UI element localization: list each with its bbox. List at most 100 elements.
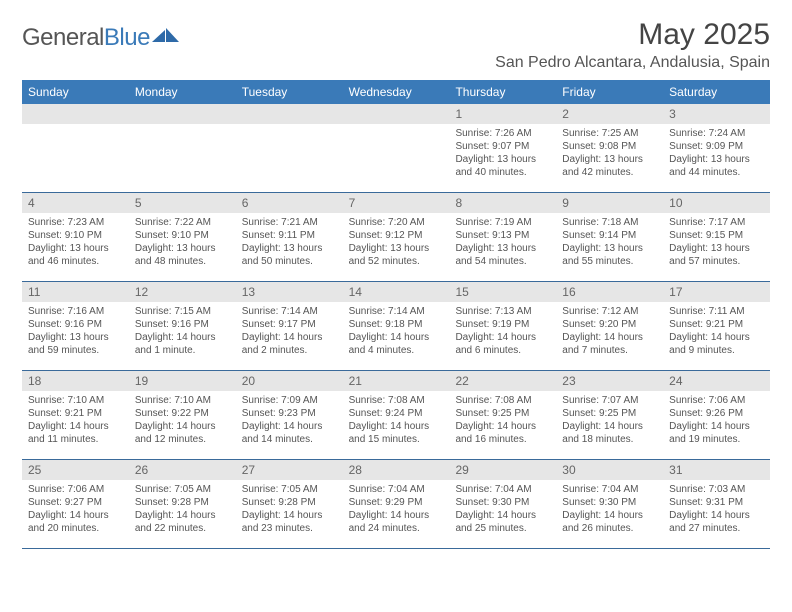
- day-detail-line: and 6 minutes.: [455, 344, 550, 357]
- day-detail-line: Daylight: 14 hours: [455, 420, 550, 433]
- day-number: 27: [236, 460, 343, 480]
- day-detail-line: Sunset: 9:24 PM: [349, 407, 444, 420]
- day-cell: 31Sunrise: 7:03 AMSunset: 9:31 PMDayligh…: [663, 460, 770, 548]
- day-number: [236, 104, 343, 124]
- day-detail-line: Sunset: 9:19 PM: [455, 318, 550, 331]
- day-cell: 2Sunrise: 7:25 AMSunset: 9:08 PMDaylight…: [556, 104, 663, 192]
- day-detail-line: and 11 minutes.: [28, 433, 123, 446]
- day-cell: 3Sunrise: 7:24 AMSunset: 9:09 PMDaylight…: [663, 104, 770, 192]
- day-detail-line: Sunset: 9:07 PM: [455, 140, 550, 153]
- day-details: Sunrise: 7:04 AMSunset: 9:30 PMDaylight:…: [556, 480, 663, 539]
- day-detail-line: and 12 minutes.: [135, 433, 230, 446]
- day-number: 4: [22, 193, 129, 213]
- day-detail-line: Daylight: 13 hours: [455, 242, 550, 255]
- day-detail-line: and 44 minutes.: [669, 166, 764, 179]
- day-details: Sunrise: 7:23 AMSunset: 9:10 PMDaylight:…: [22, 213, 129, 272]
- day-details: Sunrise: 7:10 AMSunset: 9:21 PMDaylight:…: [22, 391, 129, 450]
- day-detail-line: and 20 minutes.: [28, 522, 123, 535]
- day-details: Sunrise: 7:03 AMSunset: 9:31 PMDaylight:…: [663, 480, 770, 539]
- day-detail-line: Sunrise: 7:23 AM: [28, 216, 123, 229]
- day-details: Sunrise: 7:21 AMSunset: 9:11 PMDaylight:…: [236, 213, 343, 272]
- day-cell: 1Sunrise: 7:26 AMSunset: 9:07 PMDaylight…: [449, 104, 556, 192]
- day-detail-line: Daylight: 14 hours: [135, 331, 230, 344]
- day-number: 8: [449, 193, 556, 213]
- day-cell: 6Sunrise: 7:21 AMSunset: 9:11 PMDaylight…: [236, 193, 343, 281]
- week-row: 11Sunrise: 7:16 AMSunset: 9:16 PMDayligh…: [22, 282, 770, 371]
- day-detail-line: Sunrise: 7:03 AM: [669, 483, 764, 496]
- day-details: Sunrise: 7:06 AMSunset: 9:27 PMDaylight:…: [22, 480, 129, 539]
- day-detail-line: Sunrise: 7:14 AM: [349, 305, 444, 318]
- day-detail-line: Daylight: 14 hours: [669, 331, 764, 344]
- day-detail-line: Sunrise: 7:13 AM: [455, 305, 550, 318]
- day-details: Sunrise: 7:07 AMSunset: 9:25 PMDaylight:…: [556, 391, 663, 450]
- day-number: 15: [449, 282, 556, 302]
- day-detail-line: Sunrise: 7:21 AM: [242, 216, 337, 229]
- week-row: 18Sunrise: 7:10 AMSunset: 9:21 PMDayligh…: [22, 371, 770, 460]
- day-detail-line: Sunrise: 7:04 AM: [455, 483, 550, 496]
- day-details: Sunrise: 7:05 AMSunset: 9:28 PMDaylight:…: [129, 480, 236, 539]
- day-detail-line: Daylight: 14 hours: [349, 420, 444, 433]
- day-detail-line: and 4 minutes.: [349, 344, 444, 357]
- day-number: 19: [129, 371, 236, 391]
- day-cell: 21Sunrise: 7:08 AMSunset: 9:24 PMDayligh…: [343, 371, 450, 459]
- header: GeneralBlue May 2025 San Pedro Alcantara…: [22, 18, 770, 72]
- day-cell: 10Sunrise: 7:17 AMSunset: 9:15 PMDayligh…: [663, 193, 770, 281]
- day-details: Sunrise: 7:06 AMSunset: 9:26 PMDaylight:…: [663, 391, 770, 450]
- day-detail-line: Sunrise: 7:20 AM: [349, 216, 444, 229]
- day-detail-line: Daylight: 14 hours: [455, 331, 550, 344]
- day-cell: 22Sunrise: 7:08 AMSunset: 9:25 PMDayligh…: [449, 371, 556, 459]
- day-details: Sunrise: 7:22 AMSunset: 9:10 PMDaylight:…: [129, 213, 236, 272]
- title-block: May 2025 San Pedro Alcantara, Andalusia,…: [495, 18, 770, 72]
- day-detail-line: and 2 minutes.: [242, 344, 337, 357]
- day-header: Monday: [129, 80, 236, 104]
- day-number: 14: [343, 282, 450, 302]
- day-detail-line: Sunset: 9:08 PM: [562, 140, 657, 153]
- day-detail-line: Sunset: 9:22 PM: [135, 407, 230, 420]
- day-detail-line: Sunrise: 7:09 AM: [242, 394, 337, 407]
- day-number: 1: [449, 104, 556, 124]
- day-number: 31: [663, 460, 770, 480]
- day-detail-line: Sunrise: 7:04 AM: [562, 483, 657, 496]
- day-details: Sunrise: 7:04 AMSunset: 9:30 PMDaylight:…: [449, 480, 556, 539]
- day-detail-line: and 46 minutes.: [28, 255, 123, 268]
- week-row: 1Sunrise: 7:26 AMSunset: 9:07 PMDaylight…: [22, 104, 770, 193]
- day-detail-line: Daylight: 14 hours: [669, 509, 764, 522]
- day-number: 29: [449, 460, 556, 480]
- day-number: 28: [343, 460, 450, 480]
- day-number: 9: [556, 193, 663, 213]
- day-cell: 20Sunrise: 7:09 AMSunset: 9:23 PMDayligh…: [236, 371, 343, 459]
- day-detail-line: Daylight: 13 hours: [349, 242, 444, 255]
- logo-text-gray: General: [22, 24, 104, 51]
- day-cell: 5Sunrise: 7:22 AMSunset: 9:10 PMDaylight…: [129, 193, 236, 281]
- day-detail-line: Sunset: 9:30 PM: [455, 496, 550, 509]
- day-number: 30: [556, 460, 663, 480]
- day-detail-line: Sunrise: 7:22 AM: [135, 216, 230, 229]
- day-number: 25: [22, 460, 129, 480]
- day-detail-line: Sunrise: 7:19 AM: [455, 216, 550, 229]
- day-detail-line: Daylight: 13 hours: [455, 153, 550, 166]
- day-cell: 25Sunrise: 7:06 AMSunset: 9:27 PMDayligh…: [22, 460, 129, 548]
- day-detail-line: Sunrise: 7:10 AM: [28, 394, 123, 407]
- day-header-row: SundayMondayTuesdayWednesdayThursdayFrid…: [22, 80, 770, 104]
- day-cell: 23Sunrise: 7:07 AMSunset: 9:25 PMDayligh…: [556, 371, 663, 459]
- day-detail-line: Sunrise: 7:12 AM: [562, 305, 657, 318]
- day-header: Wednesday: [343, 80, 450, 104]
- day-detail-line: Sunrise: 7:14 AM: [242, 305, 337, 318]
- day-number: 16: [556, 282, 663, 302]
- day-number: 26: [129, 460, 236, 480]
- day-detail-line: and 55 minutes.: [562, 255, 657, 268]
- day-cell: 26Sunrise: 7:05 AMSunset: 9:28 PMDayligh…: [129, 460, 236, 548]
- day-number: 6: [236, 193, 343, 213]
- day-detail-line: Sunset: 9:21 PM: [28, 407, 123, 420]
- day-detail-line: Sunrise: 7:18 AM: [562, 216, 657, 229]
- day-detail-line: and 16 minutes.: [455, 433, 550, 446]
- day-details: Sunrise: 7:10 AMSunset: 9:22 PMDaylight:…: [129, 391, 236, 450]
- day-detail-line: and 22 minutes.: [135, 522, 230, 535]
- day-detail-line: Sunset: 9:12 PM: [349, 229, 444, 242]
- day-detail-line: Daylight: 13 hours: [562, 153, 657, 166]
- day-detail-line: and 48 minutes.: [135, 255, 230, 268]
- day-detail-line: Sunset: 9:14 PM: [562, 229, 657, 242]
- day-details: Sunrise: 7:14 AMSunset: 9:17 PMDaylight:…: [236, 302, 343, 361]
- day-detail-line: and 25 minutes.: [455, 522, 550, 535]
- day-detail-line: and 23 minutes.: [242, 522, 337, 535]
